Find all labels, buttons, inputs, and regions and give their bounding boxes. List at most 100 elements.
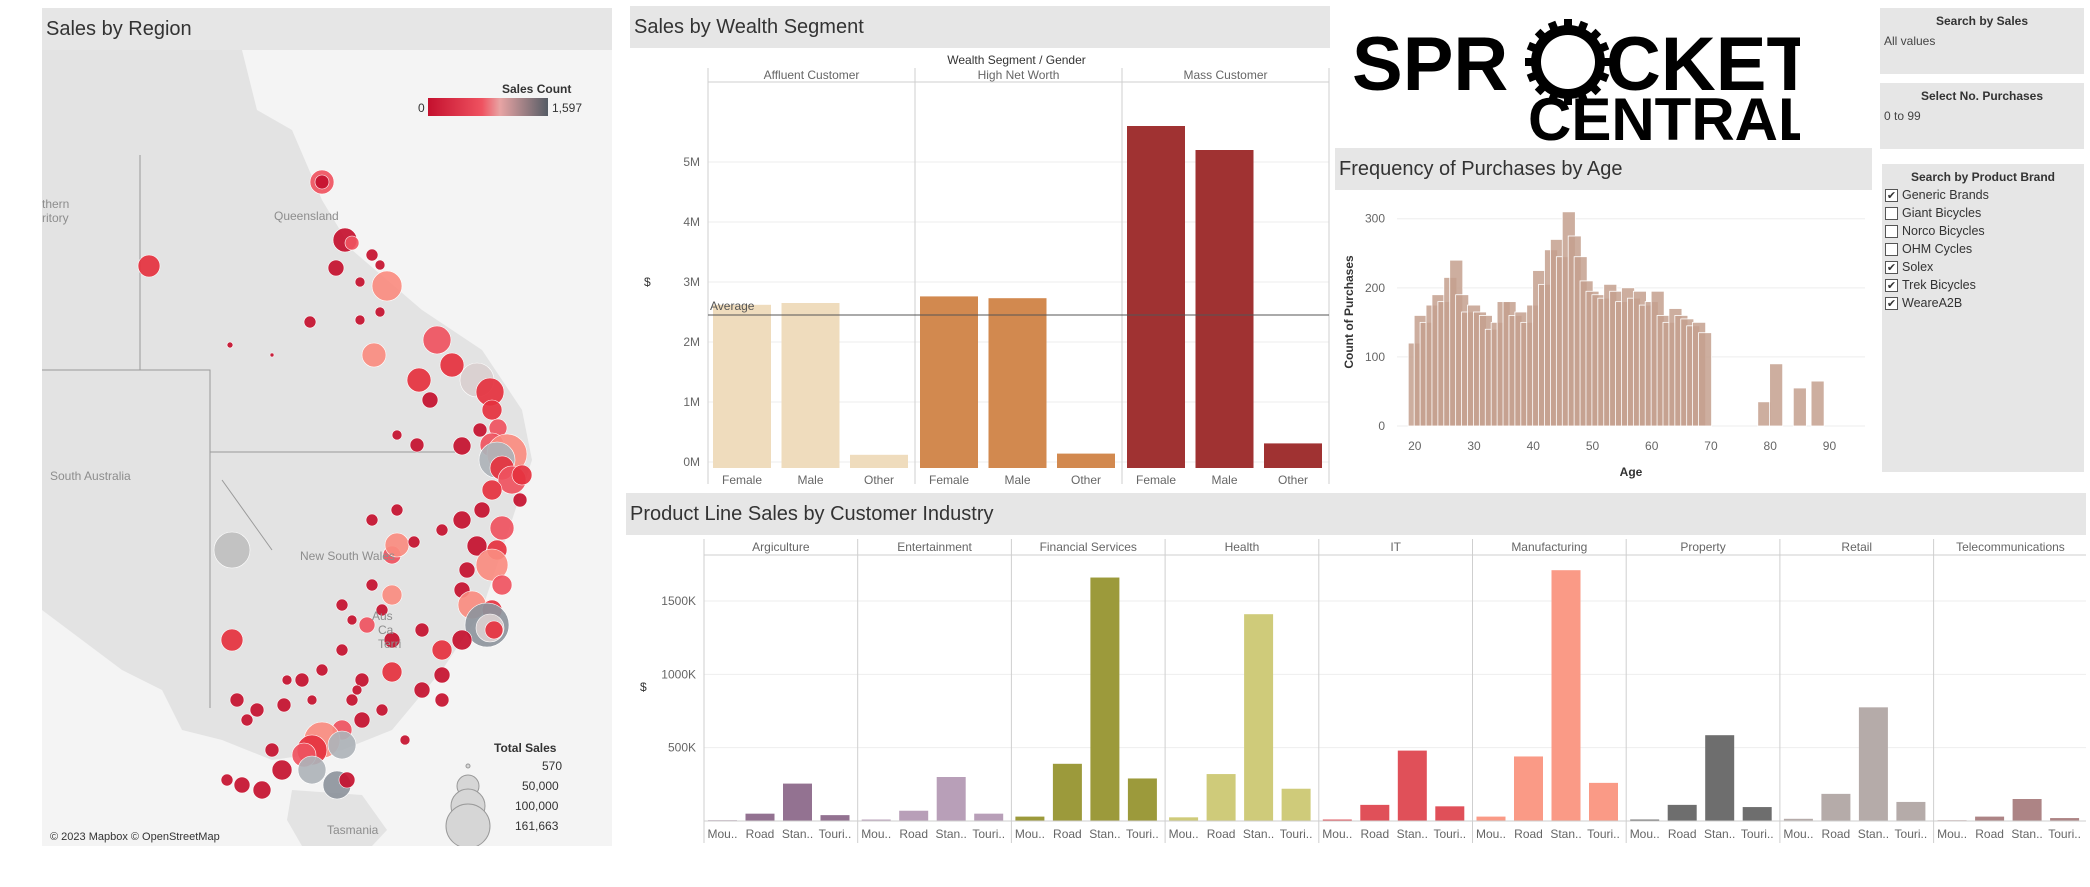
map-dot[interactable] — [422, 325, 452, 355]
map-dot[interactable] — [345, 693, 359, 707]
map-dot[interactable] — [512, 492, 528, 508]
age-bar[interactable] — [1757, 401, 1772, 427]
map-dot[interactable] — [314, 174, 330, 190]
map-dot[interactable] — [472, 422, 488, 438]
map-dot[interactable] — [481, 399, 503, 421]
product-bar[interactable] — [1090, 577, 1120, 821]
product-brand-filter[interactable]: Search by Product Brand ✔ Generic Brands G… — [1882, 164, 2084, 472]
map-dot[interactable] — [458, 561, 476, 579]
map-dot[interactable] — [421, 391, 439, 409]
map-dot[interactable] — [354, 276, 366, 288]
wealth-bar[interactable] — [1127, 126, 1185, 468]
map-dot[interactable] — [414, 622, 430, 638]
product-bar[interactable] — [861, 819, 891, 821]
product-bar[interactable] — [1821, 793, 1851, 821]
map-dot[interactable] — [409, 437, 425, 453]
map-dot[interactable] — [327, 730, 357, 760]
map-dot[interactable] — [276, 697, 292, 713]
map-dot[interactable] — [475, 548, 509, 582]
product-bar[interactable] — [1281, 788, 1311, 821]
age-bar[interactable] — [1698, 332, 1712, 427]
map-dot[interactable] — [338, 771, 356, 789]
map-dot[interactable] — [407, 535, 421, 549]
unchecked-checkbox-icon[interactable] — [1885, 206, 1898, 220]
map-dot[interactable] — [281, 674, 293, 686]
map-dot[interactable] — [434, 692, 450, 708]
map-dot[interactable] — [489, 515, 515, 541]
wealth-bar[interactable] — [713, 304, 771, 468]
wealth-bar[interactable] — [988, 298, 1047, 468]
checked-checkbox-icon[interactable]: ✔ — [1885, 260, 1898, 274]
filter-purchases-value[interactable]: 0 to 99 — [1884, 109, 1921, 123]
brand-option[interactable]: OHM Cycles — [1885, 240, 2084, 258]
map-dot[interactable] — [240, 713, 254, 727]
product-bar[interactable] — [1551, 570, 1581, 821]
map-dot[interactable] — [315, 663, 329, 677]
unchecked-checkbox-icon[interactable] — [1885, 242, 1898, 256]
map-dot[interactable] — [365, 578, 379, 592]
product-bar[interactable] — [1206, 774, 1236, 821]
map-dot[interactable] — [335, 643, 349, 657]
wealth-bar[interactable] — [850, 454, 908, 468]
product-bar[interactable] — [1397, 750, 1427, 821]
map-dot[interactable] — [371, 270, 403, 302]
product-bar[interactable] — [974, 813, 1004, 821]
map-dot[interactable] — [335, 598, 349, 612]
map-dot[interactable] — [381, 661, 403, 683]
checked-checkbox-icon[interactable]: ✔ — [1885, 278, 1898, 292]
map-dot[interactable] — [383, 631, 401, 649]
brand-option[interactable]: Norco Bicycles — [1885, 222, 2084, 240]
map-dot[interactable] — [406, 367, 432, 393]
map-dot[interactable] — [381, 584, 403, 606]
map-dot[interactable] — [481, 479, 503, 501]
product-bar[interactable] — [2012, 799, 2042, 821]
map-dot[interactable] — [433, 666, 451, 684]
wealth-bar[interactable] — [920, 296, 978, 468]
map-dot[interactable] — [351, 684, 363, 696]
filter-sales-value[interactable]: All values — [1884, 34, 1936, 48]
map-dot[interactable] — [511, 464, 533, 486]
map-dot[interactable] — [213, 531, 251, 569]
map-dot[interactable] — [249, 702, 265, 718]
map-dot[interactable] — [365, 513, 379, 527]
product-bar[interactable] — [745, 813, 775, 821]
map-dot[interactable] — [271, 759, 293, 781]
age-bar[interactable] — [1792, 387, 1807, 427]
product-bar[interactable] — [1667, 804, 1697, 821]
map-dot[interactable] — [303, 315, 317, 329]
map-dot[interactable] — [375, 703, 389, 717]
product-bar[interactable] — [1896, 801, 1926, 821]
map-dot[interactable] — [390, 503, 404, 517]
product-bar[interactable] — [1322, 819, 1352, 821]
checked-checkbox-icon[interactable]: ✔ — [1885, 296, 1898, 310]
map-dot[interactable] — [375, 603, 389, 617]
map-dot[interactable] — [431, 639, 453, 661]
product-bar[interactable] — [1742, 807, 1772, 821]
map-dot[interactable] — [473, 501, 491, 519]
map-dot[interactable] — [344, 235, 360, 251]
product-bar[interactable] — [936, 777, 966, 821]
product-bar[interactable] — [1630, 819, 1660, 821]
wealth-chart[interactable]: Wealth Segment / Gender $0M 1M 2M 3M 4M 5M Affl… — [630, 48, 1330, 488]
search-by-sales-filter[interactable]: Search by Sales All values — [1880, 8, 2084, 74]
map-dot[interactable] — [354, 672, 370, 688]
select-purchases-filter[interactable]: Select No. Purchases 0 to 99 — [1880, 83, 2084, 149]
map-dot[interactable] — [327, 259, 345, 277]
map-dot[interactable] — [358, 616, 376, 634]
map-dot[interactable] — [252, 780, 272, 800]
map-dot[interactable] — [491, 574, 513, 596]
map-dot[interactable] — [439, 352, 465, 378]
wealth-bar[interactable] — [1264, 443, 1322, 468]
map-dot[interactable] — [269, 352, 275, 358]
product-bar[interactable] — [1783, 818, 1813, 821]
age-bar[interactable] — [1810, 380, 1825, 427]
wealth-bar[interactable] — [1057, 453, 1115, 468]
product-bar[interactable] — [1169, 817, 1199, 821]
product-bar[interactable] — [783, 783, 812, 821]
product-bar[interactable] — [1435, 806, 1465, 821]
product-bar[interactable] — [1244, 614, 1274, 821]
map-dot[interactable] — [137, 254, 161, 278]
map-dot[interactable] — [220, 628, 244, 652]
brand-option[interactable]: ✔ Generic Brands — [1885, 186, 2084, 204]
product-bar[interactable] — [1975, 816, 2005, 821]
